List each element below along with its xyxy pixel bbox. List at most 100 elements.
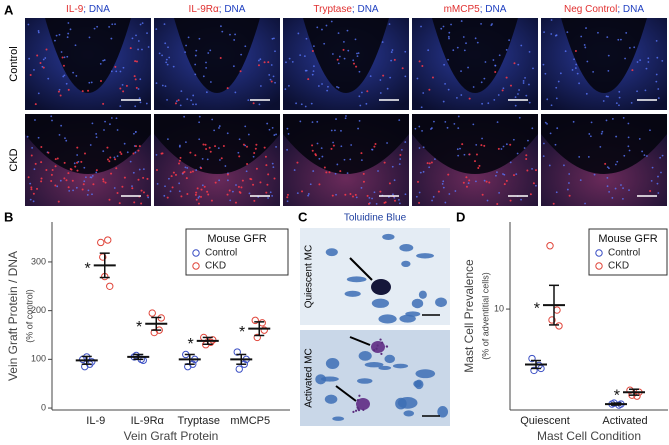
- granule: [362, 408, 365, 411]
- panel-letter: C: [298, 209, 308, 224]
- nucleus: [187, 36, 190, 39]
- nucleus: [75, 75, 78, 77]
- cell: [384, 354, 396, 364]
- nucleus: [650, 180, 653, 182]
- arrow: [349, 336, 371, 346]
- stain-signal: [311, 144, 314, 147]
- nucleus: [274, 50, 276, 53]
- x-tick-label: IL-9: [86, 415, 105, 427]
- micrograph: [300, 228, 450, 325]
- stain-signal: [250, 178, 253, 181]
- nucleus: [316, 142, 319, 145]
- x-axis-label: Vein Graft Protein: [124, 429, 219, 443]
- nucleus: [299, 120, 302, 123]
- nucleus: [645, 155, 648, 157]
- nucleus: [245, 170, 248, 173]
- stain-signal: [50, 179, 53, 182]
- cell: [364, 362, 384, 368]
- nucleus: [72, 189, 74, 192]
- nucleus: [474, 37, 477, 40]
- data-point: [106, 282, 114, 290]
- nucleus: [606, 176, 609, 179]
- nucleus: [224, 165, 227, 167]
- nucleus: [456, 148, 459, 151]
- nucleus: [141, 22, 144, 25]
- nucleus: [628, 149, 631, 152]
- stain-signal: [133, 201, 136, 204]
- stain-name: mMCP5: [444, 4, 481, 15]
- stain-signal: [270, 80, 273, 83]
- nucleus: [269, 78, 272, 81]
- nucleus: [288, 84, 290, 87]
- nucleus: [528, 101, 531, 104]
- significance-marker: *: [239, 324, 245, 341]
- stain-signal: [135, 145, 138, 148]
- nucleus: [599, 145, 602, 148]
- stain-signal: [349, 193, 352, 196]
- stain-signal: [177, 99, 180, 102]
- nucleus: [326, 89, 329, 92]
- counterstain-name: ; DNA: [480, 4, 507, 15]
- nucleus: [467, 66, 469, 69]
- nucleus: [480, 81, 483, 84]
- nucleus: [194, 73, 197, 76]
- stain-signal: [241, 179, 244, 182]
- stain-signal: [197, 202, 200, 205]
- x-axis-label: Mast Cell Condition: [537, 429, 641, 443]
- stain-signal: [87, 89, 90, 92]
- nucleus: [457, 154, 460, 157]
- stain-signal: [497, 147, 500, 150]
- nucleus: [91, 122, 94, 125]
- nucleus: [568, 182, 570, 184]
- nucleus: [303, 55, 306, 58]
- nucleus: [456, 46, 459, 49]
- nucleus: [116, 129, 119, 131]
- nucleus: [307, 194, 310, 197]
- stain-signal: [513, 62, 516, 65]
- nucleus: [518, 116, 521, 119]
- nucleus: [481, 102, 484, 105]
- granule: [379, 338, 382, 341]
- nucleus: [592, 71, 595, 73]
- stain-signal: [631, 69, 634, 72]
- nucleus: [509, 161, 512, 164]
- stain-signal: [76, 146, 79, 149]
- stain-signal: [418, 60, 421, 63]
- micrograph: [25, 18, 151, 110]
- row-label: Quiescent MC: [304, 245, 315, 308]
- stain-signal: [574, 50, 577, 53]
- nucleus: [500, 148, 503, 150]
- nucleus: [550, 19, 553, 21]
- nucleus: [244, 45, 247, 48]
- stain-signal: [239, 191, 242, 194]
- nucleus: [221, 30, 224, 33]
- nucleus: [379, 79, 382, 81]
- nucleus: [217, 147, 220, 150]
- nucleus: [119, 105, 122, 108]
- nucleus: [575, 63, 578, 66]
- stain-signal: [401, 67, 404, 70]
- stain-signal: [203, 185, 206, 188]
- y-axis-sublabel: (% of control): [24, 289, 34, 343]
- nucleus: [311, 73, 314, 76]
- nucleus: [266, 122, 269, 125]
- y-axis-sublabel: (% of adventitial cells): [480, 272, 490, 360]
- nucleus: [381, 41, 384, 43]
- stain-signal: [488, 181, 491, 184]
- nucleus: [543, 31, 545, 34]
- stain-signal: [219, 57, 222, 60]
- nucleus: [26, 135, 29, 138]
- nucleus: [198, 37, 201, 40]
- nucleus: [377, 170, 379, 172]
- stain-signal: [133, 75, 136, 78]
- stain-signal: [421, 65, 424, 68]
- nucleus: [472, 123, 475, 126]
- stain-signal: [255, 143, 258, 146]
- cell: [346, 276, 367, 283]
- nucleus: [56, 185, 59, 188]
- nucleus: [318, 157, 321, 160]
- y-tick-label: 300: [31, 256, 46, 266]
- nucleus: [358, 95, 361, 98]
- nucleus: [605, 95, 608, 98]
- nucleus: [135, 34, 137, 37]
